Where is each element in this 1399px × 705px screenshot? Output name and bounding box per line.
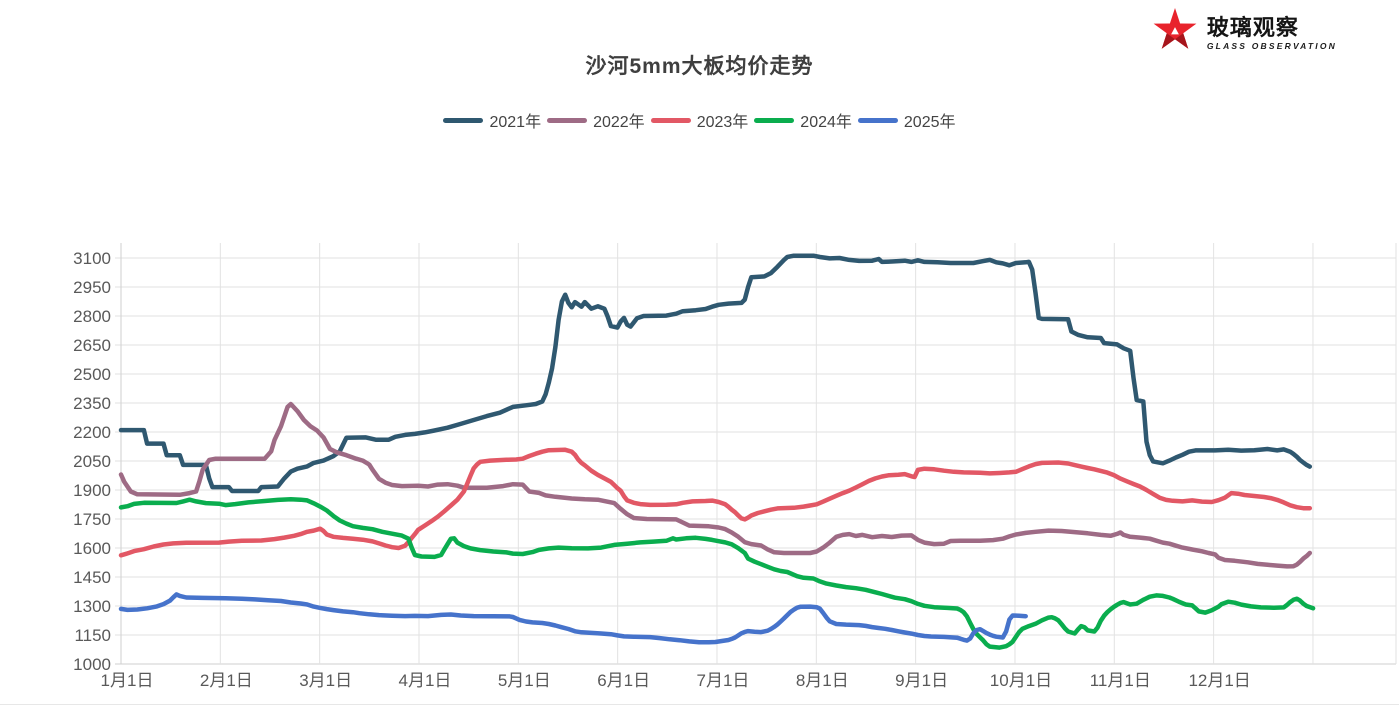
legend-item-2023年[interactable]: 2023年 <box>650 108 749 132</box>
y-tick-label-1000: 1000 <box>73 655 111 674</box>
legend-item-2025年[interactable]: 2025年 <box>857 108 956 132</box>
x-tick-label-3: 3月1日 <box>299 671 352 690</box>
chart-legend: 2021年 2022年 2023年 2024年 2025年 <box>0 108 1399 132</box>
brand-subtitle: GLASS OBSERVATION <box>1206 41 1337 52</box>
x-tick-label-6: 6月1日 <box>597 671 650 690</box>
legend-label: 2024年 <box>800 114 852 131</box>
y-tick-label-2950: 2950 <box>73 278 111 297</box>
legend-swatch-icon <box>547 117 588 123</box>
y-tick-label-1900: 1900 <box>73 481 111 500</box>
y-tick-label-3100: 3100 <box>73 249 111 268</box>
legend-label: 2022年 <box>593 114 645 131</box>
series-line-2022年 <box>118 401 1313 569</box>
series-line-2025年 <box>118 592 1028 645</box>
legend-swatch-icon <box>443 117 484 123</box>
y-tick-label-1300: 1300 <box>73 597 111 616</box>
brand-logo: 玻璃观察 GLASS OBSERVATION <box>1149 8 1337 60</box>
legend-label: 2025年 <box>903 114 956 131</box>
legend-swatch-icon <box>857 117 898 123</box>
series-line-2021年 <box>118 253 1313 494</box>
y-tick-label-2050: 2050 <box>73 452 111 471</box>
x-tick-label-7: 7月1日 <box>697 671 750 690</box>
red-star-logo-icon <box>1153 8 1197 49</box>
x-tick-label-4: 4月1日 <box>399 671 452 690</box>
legend-swatch-icon <box>650 117 691 123</box>
x-tick-label-11: 11月1日 <box>1090 671 1151 690</box>
legend-item-2021年[interactable]: 2021年 <box>443 108 541 132</box>
y-tick-label-1750: 1750 <box>73 510 111 529</box>
x-tick-label-12: 12月1日 <box>1188 671 1250 690</box>
chart-title: 沙河5mm大板均价走势 <box>585 55 814 78</box>
brand-text-block: 玻璃观察 GLASS OBSERVATION <box>1207 17 1337 51</box>
y-tick-label-2650: 2650 <box>73 336 111 355</box>
x-tick-label-5: 5月1日 <box>498 671 551 690</box>
x-tick-label-8: 8月1日 <box>796 671 849 690</box>
x-tick-label-9: 9月1日 <box>895 671 948 690</box>
series-line-2023年 <box>118 447 1313 558</box>
y-tick-label-2500: 2500 <box>73 365 111 384</box>
y-tick-label-2800: 2800 <box>73 307 111 326</box>
legend-item-2024年[interactable]: 2024年 <box>754 108 852 132</box>
legend-item-2022年[interactable]: 2022年 <box>547 108 645 132</box>
y-tick-label-1600: 1600 <box>73 539 111 558</box>
brand-name: 玻璃观察 <box>1206 15 1299 41</box>
series-line-2024年 <box>118 497 1316 650</box>
y-tick-label-2200: 2200 <box>73 423 111 442</box>
legend-label: 2021年 <box>489 114 542 131</box>
x-tick-label-2: 2月1日 <box>200 671 253 690</box>
y-tick-label-1150: 1150 <box>74 626 111 645</box>
y-tick-label-2350: 2350 <box>73 394 111 413</box>
x-tick-label-1: 1月1日 <box>101 671 154 690</box>
x-tick-label-10: 10月1日 <box>990 671 1052 690</box>
legend-swatch-icon <box>754 117 795 123</box>
y-tick-label-1450: 1450 <box>73 568 111 587</box>
legend-label: 2023年 <box>696 114 749 131</box>
